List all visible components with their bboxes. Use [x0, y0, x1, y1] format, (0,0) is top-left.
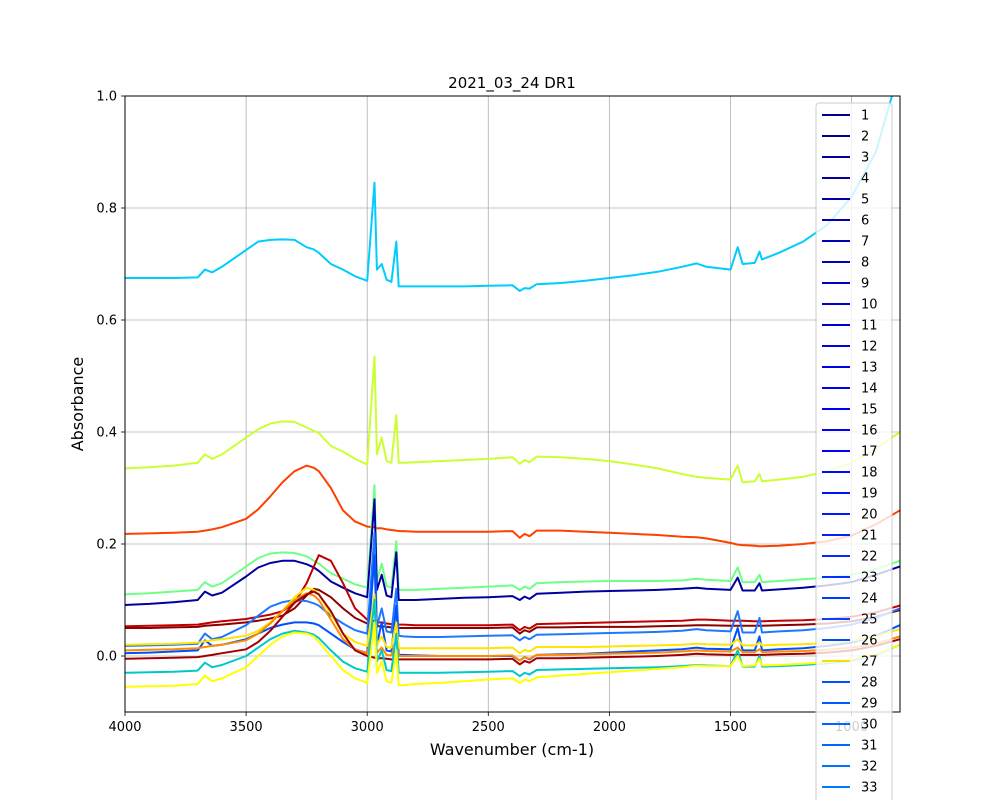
- legend-label: 16: [861, 424, 878, 439]
- legend-entry: 8: [822, 256, 869, 271]
- legend-box: [815, 102, 893, 800]
- x-tick-label: 3000: [351, 720, 384, 735]
- legend-label: 31: [861, 739, 878, 754]
- legend-entry: 13: [822, 361, 878, 376]
- legend-label: 30: [861, 718, 878, 733]
- legend-entry: 20: [822, 508, 878, 523]
- legend-entry: 18: [822, 466, 878, 481]
- legend-label: 12: [861, 340, 878, 355]
- legend-entry: 19: [822, 487, 878, 502]
- legend-entry: 22: [822, 550, 878, 565]
- y-tick-label: 0.4: [96, 426, 117, 441]
- legend-entry: 21: [822, 529, 878, 544]
- y-axis-label: Absorbance: [68, 357, 87, 452]
- legend-label: 5: [861, 193, 869, 208]
- legend-label: 20: [861, 508, 878, 523]
- legend-entry: 6: [822, 214, 869, 229]
- legend-label: 23: [861, 571, 878, 586]
- legend-label: 33: [861, 781, 878, 796]
- legend-entry: 2: [822, 130, 869, 145]
- legend-label: 2: [861, 130, 869, 145]
- x-axis-label: Wavenumber (cm-1): [430, 740, 594, 759]
- legend-label: 26: [861, 634, 878, 649]
- legend-label: 6: [861, 214, 869, 229]
- legend-entry: 9: [822, 277, 869, 292]
- legend-label: 11: [861, 319, 878, 334]
- legend-entry: 33: [822, 781, 878, 796]
- legend-label: 27: [861, 655, 878, 670]
- legend-entry: 7: [822, 235, 869, 250]
- series-line-14: [125, 621, 900, 688]
- legend-entry: 26: [822, 634, 878, 649]
- legend-entry: 14: [822, 382, 878, 397]
- legend-label: 17: [861, 445, 878, 460]
- y-tick-label: 0.6: [96, 314, 117, 329]
- legend-entry: 12: [822, 340, 878, 355]
- series-line-2: [125, 355, 900, 484]
- x-tick-label: 2000: [593, 720, 626, 735]
- legend-entry: 5: [822, 193, 869, 208]
- series-line-12: [125, 590, 900, 666]
- legend-entry: 15: [822, 403, 878, 418]
- legend-entry: 3: [822, 151, 869, 166]
- series-line-6: [125, 554, 900, 632]
- legend-label: 22: [861, 550, 878, 565]
- x-tick-label: 3500: [230, 720, 263, 735]
- legend-label: 1: [861, 109, 869, 124]
- legend-label: 7: [861, 235, 869, 250]
- series-line-4: [125, 484, 900, 596]
- legend-entry: 10: [822, 298, 878, 313]
- legend-entry: 29: [822, 697, 878, 712]
- legend-label: 10: [861, 298, 878, 313]
- legend-label: 32: [861, 760, 878, 775]
- legend-label: 28: [861, 676, 878, 691]
- legend-label: 14: [861, 382, 878, 397]
- chart-title: 2021_03_24 DR1: [448, 74, 576, 93]
- legend-entry: 11: [822, 319, 878, 334]
- y-tick-label: 0.8: [96, 202, 117, 217]
- legend-entry: 28: [822, 676, 878, 691]
- y-tick-label: 0.0: [96, 650, 117, 665]
- legend-entry: 16: [822, 424, 878, 439]
- legend-label: 4: [861, 172, 869, 187]
- legend-entry: 17: [822, 445, 878, 460]
- plot-frame: [124, 95, 901, 713]
- legend-entry: 31: [822, 739, 878, 754]
- legend-entry: 1: [822, 109, 869, 124]
- legend-label: 19: [861, 487, 878, 502]
- x-tick-label: 4000: [108, 720, 141, 735]
- series-line-11: [125, 592, 900, 662]
- x-tick-label: 1500: [714, 720, 747, 735]
- plot-area: [125, 96, 900, 712]
- series-line-5: [125, 498, 900, 606]
- legend-label: 18: [861, 466, 878, 481]
- y-tick-label: 0.2: [96, 538, 117, 553]
- legend-label: 25: [861, 613, 878, 628]
- legend-entry: 30: [822, 718, 878, 733]
- legend-entry: 27: [822, 655, 878, 670]
- series-layer: [125, 96, 900, 688]
- legend-label: 8: [861, 256, 869, 271]
- legend-entry: 25: [822, 613, 878, 628]
- series-line-1: [125, 96, 893, 292]
- legend-label: 15: [861, 403, 878, 418]
- legend-entry: 4: [822, 172, 869, 187]
- legend-label: 21: [861, 529, 878, 544]
- legend-label: 9: [861, 277, 869, 292]
- legend-entry: 32: [822, 760, 878, 775]
- legend-entry: 24: [822, 592, 878, 607]
- legend: 1234567891011121314151617181920212223242…: [815, 102, 893, 800]
- legend-label: 3: [861, 151, 869, 166]
- legend-label: 13: [861, 361, 878, 376]
- y-tick-label: 1.0: [96, 90, 117, 105]
- x-tick-label: 2500: [472, 720, 505, 735]
- legend-label: 29: [861, 697, 878, 712]
- series-line-3: [125, 464, 900, 548]
- legend-entry: 23: [822, 571, 878, 586]
- y-axis-ticks: 0.0 0.2 0.4 0.6 0.8 1.0: [96, 90, 125, 665]
- series-line-8: [125, 531, 900, 647]
- legend-label: 24: [861, 592, 878, 607]
